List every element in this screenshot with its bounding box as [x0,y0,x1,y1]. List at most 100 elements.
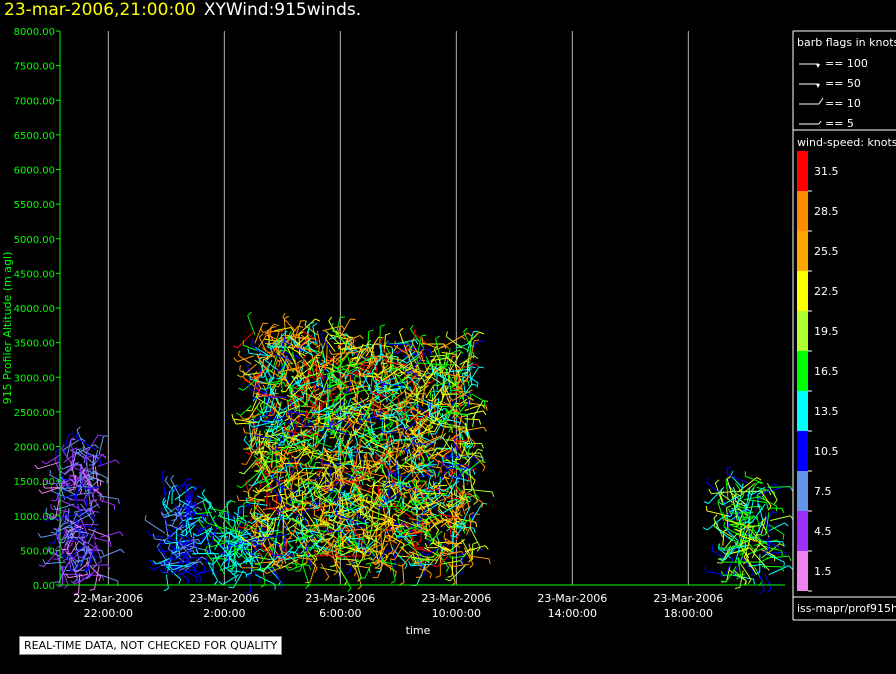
wind-barb [236,405,252,416]
barb-shaft [302,539,320,556]
barb-shaft [219,563,238,571]
wind-barb [271,494,289,510]
barb-feather [315,555,318,561]
barb-shaft [383,385,388,403]
barb-shaft [385,401,405,409]
barb-feather [386,549,392,553]
barb-shaft [262,554,280,572]
barb-feather [248,484,254,487]
wind-barb [301,563,310,589]
barb-shaft [184,485,188,505]
barb-feather [163,588,169,592]
barb-shaft [329,427,350,436]
barb-feather [414,492,420,496]
barb-feather [230,500,236,503]
barb-feather [201,556,207,560]
barb-feather [276,338,280,344]
barb-shaft [325,517,329,534]
barb-feather [91,491,96,497]
barb-shaft [263,533,288,539]
barb-feather [362,529,365,535]
barb-feather [248,384,251,390]
barb-feather [279,378,286,381]
barb-shaft [303,517,315,536]
barb-feather [395,510,401,514]
wind-barb [358,370,383,378]
wind-barb [298,368,310,392]
wind-barb [156,547,180,553]
barb-shaft [389,474,407,486]
barb-shaft [366,501,380,511]
barb-shaft [323,509,347,514]
barb-feather [278,349,282,354]
barb-shaft [81,468,100,476]
barb-feather [309,409,314,414]
wind-barb [350,397,369,406]
barb-feather [328,430,334,434]
barb-feather [253,512,256,518]
barb-feather [330,370,335,376]
wind-barb [336,384,356,390]
barb-feather [220,511,225,517]
barb-feather [373,357,379,361]
wind-barb [336,466,346,486]
barb-feather [237,563,242,568]
wind-barb [366,476,384,488]
barb-feather [207,542,212,548]
barb-feather [98,434,104,437]
barb-feather [53,527,59,532]
barb-feather [76,555,82,559]
barb-shaft [313,362,325,381]
wind-barb [363,542,384,552]
barb-shaft [61,448,72,463]
wind-barb [63,433,74,455]
wind-barb [315,330,321,349]
barb-feather [236,495,240,501]
barb-shaft [354,397,369,406]
wind-barb [290,340,315,353]
barb-shaft [165,490,171,509]
barb-feather [149,559,153,565]
barb-feather [330,322,334,328]
wind-barb [331,401,348,414]
barb-shaft [328,499,350,511]
wind-barb [187,491,193,511]
barb-shaft [396,350,417,366]
wind-barb [267,351,279,372]
barb-feather [283,382,287,388]
barb-shaft [264,459,276,473]
barb-feather [74,491,79,496]
barb-shaft [399,484,421,492]
barb-shaft [215,558,226,575]
wind-barb [243,517,262,531]
barb-shaft [289,438,313,447]
barb-feather [97,560,102,565]
barb-shaft [81,545,90,562]
barb-feather [76,426,81,431]
barb-shaft [196,495,212,504]
wind-barb [375,387,398,393]
wind-barb [385,352,405,362]
barb-shaft [353,401,375,410]
barb-shaft [257,363,270,379]
barb-feather [300,361,306,365]
wind-barb [258,333,267,352]
wind-barb [303,550,328,558]
barb-shaft [228,540,250,547]
barb-feather [297,508,303,512]
barb-shaft [330,489,341,503]
barb-feather [92,564,97,569]
barb-feather [385,332,391,336]
barb-feather [74,513,80,517]
barb-feather [67,544,73,548]
barb-feather [286,394,292,398]
barb-shaft [269,421,286,433]
barb-feather [318,486,322,492]
barb-feather [199,561,204,566]
barb-feather [327,538,330,545]
wind-barb [352,482,365,499]
barb-shaft [325,397,345,402]
barb-feather [192,569,197,574]
barb-feather [314,360,318,367]
barb-feather [259,333,264,338]
